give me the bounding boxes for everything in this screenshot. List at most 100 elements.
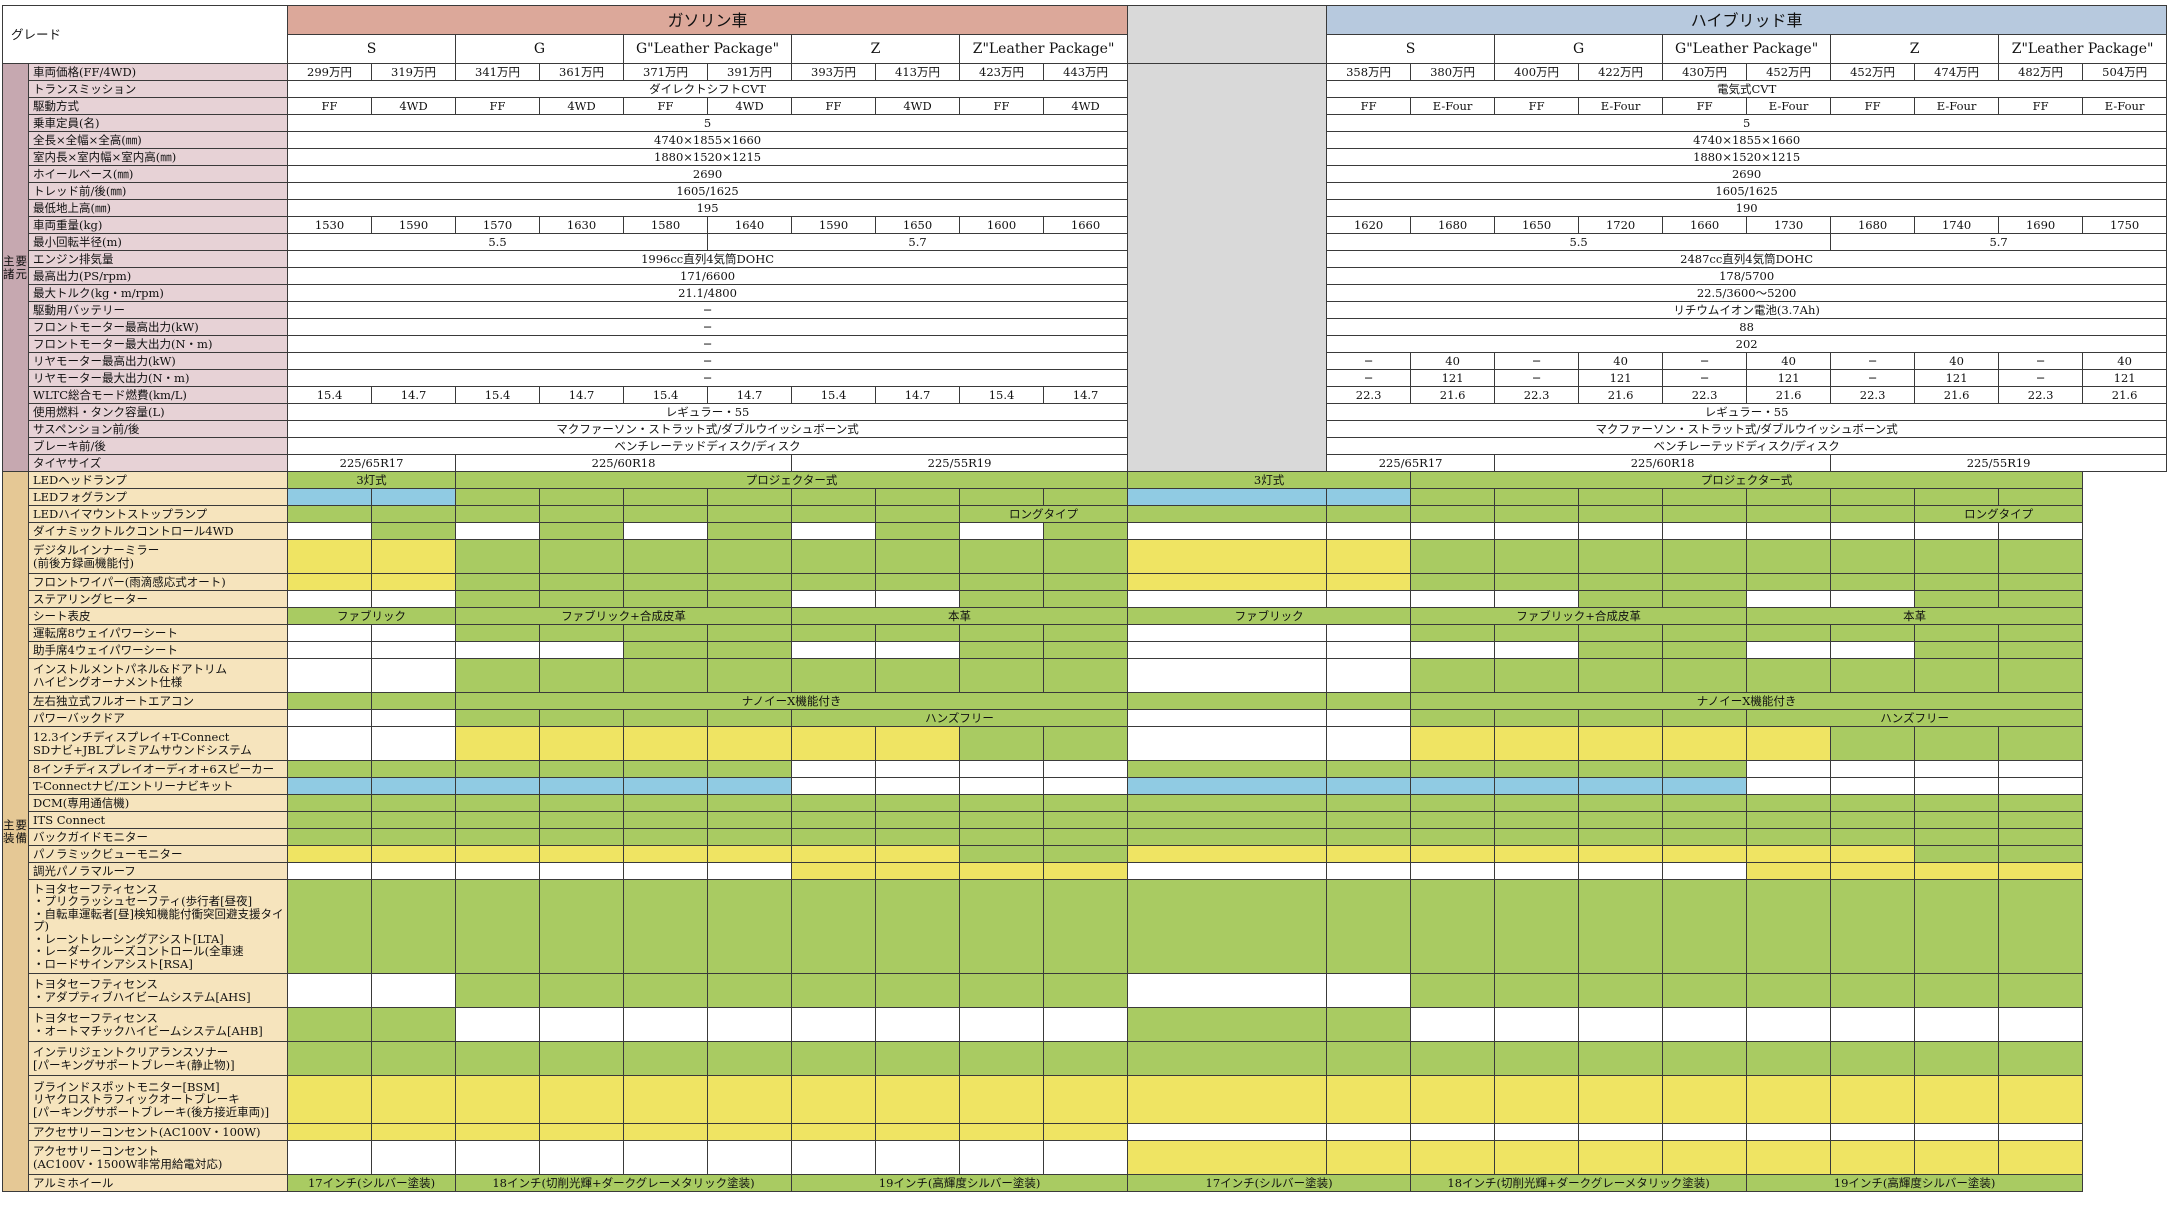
hyb-cell (1746, 505, 1832, 523)
gas-cell (959, 862, 1045, 880)
gas-cell (623, 505, 709, 523)
gas-cell (1043, 658, 1129, 693)
gas-cell (707, 726, 793, 761)
hyb-cell: マクファーソン・ストラット式/ダブルウイッシュボーン式 (1326, 420, 2168, 438)
equipment-label: 運転席8ウェイパワーシート (27, 624, 289, 642)
hyb-cell (1746, 641, 1832, 659)
gas-cell (287, 811, 373, 829)
hyb-cell (1494, 624, 1580, 642)
hyb-cell (1326, 1075, 1412, 1124)
equipment-label: インストルメントパネル&ドアトリム ハイピングオーナメント仕様 (27, 658, 289, 693)
hyb-cell (1914, 862, 2000, 880)
gas-cell (791, 794, 877, 812)
hyb-cell (1830, 641, 1916, 659)
hyb-cell: FF (1998, 97, 2084, 115)
gas-cell (623, 488, 709, 506)
hyb-cell (1746, 811, 1832, 829)
hyb-cell (1662, 1140, 1748, 1175)
equipment-label: トヨタセーフティセンス ・プリクラッシュセーフティ(歩行者[昼夜] ・自転車運転者[… (27, 879, 289, 974)
hyb-cell: 4740×1855×1660 (1326, 131, 2168, 149)
spec-label: 室内長×室内幅×室内高(㎜) (27, 148, 289, 166)
hyb-cell (1746, 845, 1832, 863)
gas-cell (287, 488, 373, 506)
hyb-cell (1127, 641, 1328, 659)
gas-cell (623, 794, 709, 812)
spec-label: 最高出力(PS/rpm) (27, 267, 289, 285)
equipment-row: T-Connectナビ/エントリーナビキット (3, 777, 2167, 795)
gas-cell (875, 1075, 961, 1124)
hyb-cell: 22.3 (1830, 386, 1916, 404)
hyb-cell (1326, 624, 1412, 642)
hyb-cell (1578, 590, 1664, 608)
hyb-cell: ─ (1830, 352, 1916, 370)
hyb-cell (1410, 794, 1496, 812)
gas-cell (287, 828, 373, 846)
hyb-cell: ─ (1494, 369, 1580, 387)
gas-cell (875, 1140, 961, 1175)
hyb-cell (1914, 845, 2000, 863)
hyb-cell (1127, 522, 1328, 540)
equipment-row: LEDフォグランプ (3, 488, 2167, 506)
hyb-cell (1914, 1123, 2000, 1141)
gas-cell (539, 709, 625, 727)
spec-row: 最小回転半径(m) 5.5 5.7 5.5 5.7 (3, 233, 2168, 251)
gas-cell: 15.4 (287, 386, 373, 404)
hyb-cell: 1690 (1998, 216, 2084, 234)
hyb-cell (1998, 811, 2084, 829)
gas-cell (455, 845, 541, 863)
hyb-cell: 5 (1326, 114, 2168, 132)
gas-cell (959, 726, 1045, 761)
gas-cell: 391万円 (707, 63, 793, 81)
hyb-grade-z-leather: Z"Leather Package" (1998, 34, 2168, 64)
gas-cell (707, 590, 793, 608)
hyb-cell: 21.6 (1914, 386, 2000, 404)
gas-cell (791, 1041, 877, 1076)
gas-cell (455, 726, 541, 761)
hyb-cell (1127, 505, 1328, 523)
gas-cell (875, 590, 961, 608)
gas-cell (707, 879, 793, 974)
hyb-cell (1127, 1123, 1328, 1141)
spec-label: 最大トルク(kg・m/rpm) (27, 284, 289, 302)
spec-row: ホイールベース(㎜) 2690 2690 (3, 165, 2168, 183)
hyb-cell: 17インチ(シルバー塗装) (1127, 1174, 1412, 1192)
gas-cell (287, 1123, 373, 1141)
hyb-cell (1326, 709, 1412, 727)
hyb-cell: 1660 (1662, 216, 1748, 234)
hyb-cell: FF (1830, 97, 1916, 115)
gas-cell (791, 1007, 877, 1042)
gasoline-header: ガソリン車 (287, 5, 1129, 35)
gas-cell (287, 573, 373, 591)
gas-cell: 195 (287, 199, 1129, 217)
hyb-cell: 5.7 (1830, 233, 2168, 251)
hyb-cell: 225/65R17 (1326, 454, 1496, 472)
hyb-cell (1410, 777, 1496, 795)
hyb-cell: 121 (2082, 369, 2168, 387)
hyb-cell (1326, 845, 1412, 863)
hyb-cell: ─ (1662, 369, 1748, 387)
gas-cell (959, 573, 1045, 591)
hyb-cell: 422万円 (1578, 63, 1664, 81)
gas-cell (287, 879, 373, 974)
gas-cell (287, 760, 373, 778)
gas-cell (791, 828, 877, 846)
gas-cell (791, 1075, 877, 1124)
gas-cell: 4WD (1043, 97, 1129, 115)
hyb-cell: 電気式CVT (1326, 80, 2168, 98)
gas-cell: 4740×1855×1660 (287, 131, 1129, 149)
gas-cell (371, 760, 457, 778)
hyb-cell (1746, 1041, 1832, 1076)
hyb-cell: 482万円 (1998, 63, 2084, 81)
hyb-cell (1998, 641, 2084, 659)
hyb-cell (1326, 828, 1412, 846)
spec-label: ホイールベース(㎜) (27, 165, 289, 183)
equipment-label: パノラミックビューモニター (27, 845, 289, 863)
gas-cell (791, 539, 877, 574)
hyb-cell (1410, 1007, 1496, 1042)
gas-cell (1043, 1123, 1129, 1141)
gas-cell (623, 1140, 709, 1175)
gas-cell: 18インチ(切削光輝+ダークグレーメタリック塗装) (455, 1174, 793, 1192)
hyb-cell: 22.3 (1998, 386, 2084, 404)
gas-cell (1043, 624, 1129, 642)
gas-cell (875, 879, 961, 974)
